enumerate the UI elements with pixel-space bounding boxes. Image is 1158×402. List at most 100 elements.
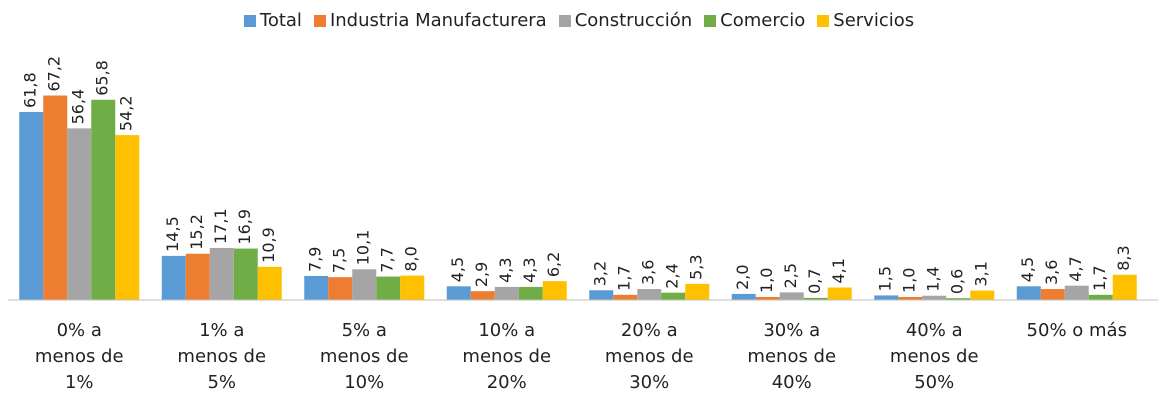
legend-swatch [243,14,256,27]
bar [898,296,923,300]
bar [827,287,852,300]
bar [233,248,258,300]
data-label: 1,4 [924,266,943,291]
bar [1040,289,1065,300]
legend-swatch [704,14,717,27]
data-label: 4,3 [496,257,515,282]
bar [1064,285,1089,300]
bar [446,286,471,300]
bar [494,286,519,300]
legend-item: Construcción [558,10,693,31]
bar [661,292,686,300]
data-label: 17,1 [211,208,230,244]
x-tick-label: 20% a menos de 30% [604,320,694,393]
data-label: 3,6 [1042,260,1061,285]
bar [1112,274,1137,300]
legend-label: Industria Manufacturera [329,10,547,31]
data-label: 4,1 [829,258,848,283]
bar [970,290,995,300]
bar [67,128,92,300]
data-label: 65,8 [93,60,112,96]
data-label: 4,3 [520,257,539,282]
data-label: 0,7 [805,268,824,293]
bar [19,111,44,300]
legend-item: Comercio [704,10,805,31]
bar [946,298,971,300]
bar [328,277,353,300]
data-label: 1,5 [876,266,895,291]
data-label: 2,4 [663,263,682,288]
bar [209,247,234,300]
data-label: 3,1 [972,261,991,286]
data-label: 1,0 [900,268,919,293]
x-tick-label: 50% o más [1026,320,1127,341]
data-label: 6,2 [544,252,563,277]
data-label: 7,9 [306,247,325,272]
data-label: 56,4 [69,89,88,125]
bar [779,292,804,300]
x-tick-label: 10% a menos de 20% [462,320,552,393]
bar [400,275,425,300]
x-tick-label: 1% a menos de 5% [177,320,267,393]
data-label: 7,7 [378,247,397,272]
x-tick-label: 30% a menos de 40% [747,320,837,393]
bar [43,95,68,301]
data-label: 54,2 [117,95,136,131]
data-label: 67,2 [45,56,64,92]
bar [257,266,282,300]
legend-swatch [558,14,571,27]
bar [922,295,947,300]
data-label: 10,9 [259,227,278,263]
x-tick-label: 0% a menos de 1% [34,320,124,393]
data-label: 1,7 [1090,265,1109,290]
bar [685,283,710,300]
bar [115,135,140,300]
data-label: 0,6 [948,269,967,294]
data-label: 8,0 [402,246,421,271]
data-label: 16,9 [235,209,254,245]
x-tick-label: 40% a menos de 50% [889,320,979,393]
legend-swatch [817,14,830,27]
data-label: 61,8 [21,72,40,108]
bar [470,291,495,300]
data-label: 2,0 [733,264,752,289]
data-label: 2,5 [781,263,800,288]
bar [376,276,401,300]
legend-label: Comercio [720,10,806,31]
legend: Total Industria Manufacturera Construcción… [0,10,1158,31]
bar [755,296,780,300]
data-label: 15,2 [187,214,206,250]
legend-item: Total [243,10,302,31]
legend-item: Industria Manufacturera [313,10,547,31]
bar [352,269,377,300]
data-label: 14,5 [163,216,182,252]
data-label: 2,9 [472,262,491,287]
data-label: 4,5 [1018,257,1037,282]
bar [91,99,116,300]
bar [637,289,662,300]
bar [185,253,210,300]
bar [731,293,756,300]
bar [1088,294,1113,300]
legend-swatch [313,14,326,27]
bar [1016,286,1041,300]
legend-label: Total [259,10,302,31]
bar [542,281,567,300]
legend-item: Servicios [817,10,914,31]
data-label: 7,5 [330,248,349,273]
data-label: 8,3 [1114,245,1133,270]
bar [803,297,828,300]
bar [874,295,899,300]
x-tick-label: 5% a menos de 10% [319,320,409,393]
bar [161,255,186,300]
data-label: 3,6 [639,260,658,285]
data-label: 1,7 [615,265,634,290]
legend-label: Servicios [833,10,915,31]
bar [518,286,543,300]
data-label: 4,7 [1066,256,1085,281]
data-label: 5,3 [687,254,706,279]
bar [613,294,638,300]
bar [589,290,614,300]
legend-label: Construcción [574,10,693,31]
